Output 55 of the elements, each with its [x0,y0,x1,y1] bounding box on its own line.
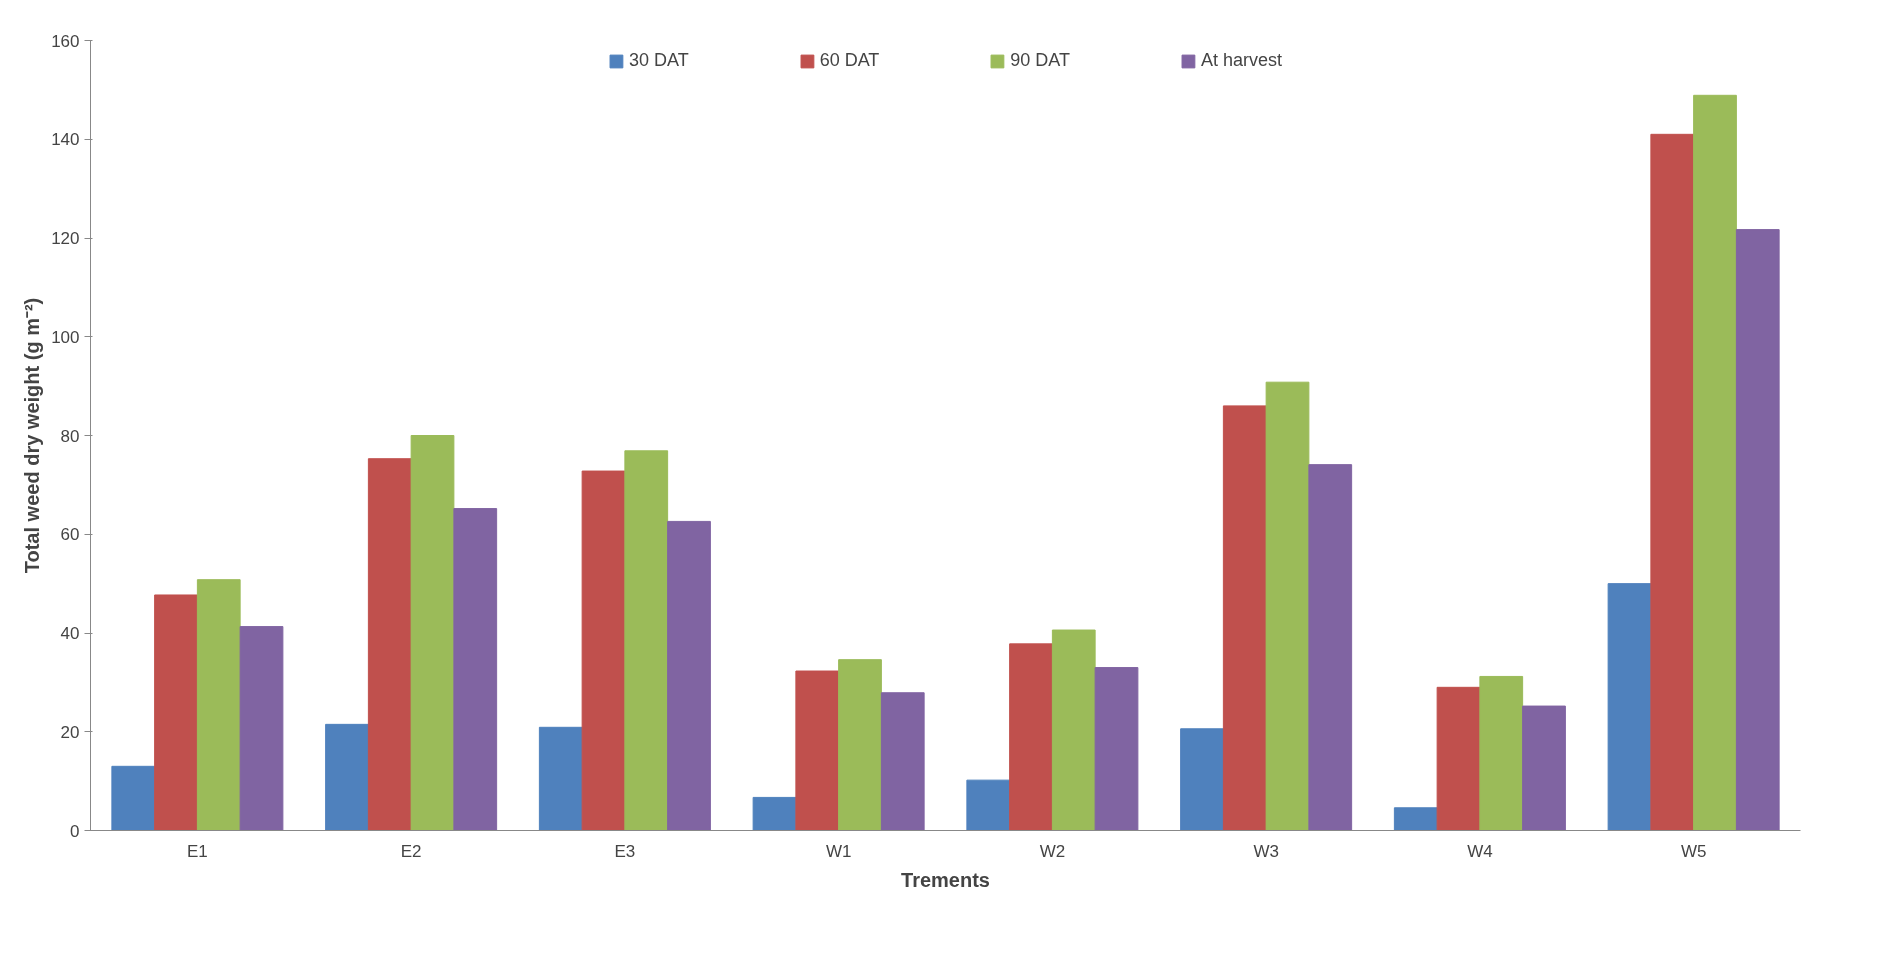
legend-label: 60 DAT [819,50,880,71]
y-tick-label: 20 [60,722,80,742]
bar [880,692,925,831]
bar [667,520,711,831]
bar [1735,229,1780,831]
y-tick-label: 120 [51,229,80,248]
x-tick-label: W1 [825,841,852,861]
bar [410,435,455,831]
legend-label: At harvest [1201,50,1283,71]
x-tick-label: W4 [1467,841,1493,861]
x-tick-label: W3 [1253,841,1279,861]
bar [1522,705,1566,831]
bar [581,470,626,831]
bar [1051,629,1096,831]
y-tick-label: 140 [51,130,80,150]
bar [838,659,882,831]
bar [239,626,284,831]
bar [111,765,156,831]
bar [1607,583,1652,831]
y-tick-label: 80 [60,426,80,446]
legend-label: 30 DAT [628,50,689,71]
x-tick-label: E3 [614,841,636,861]
bar [1094,667,1139,831]
bar [795,670,840,831]
bar [538,726,583,831]
x-tick-label: E1 [186,841,208,861]
bar [1222,405,1267,831]
bar [752,796,797,831]
y-tick-label: 160 [51,31,80,51]
bar [325,723,369,831]
x-axis-title: Trements [901,868,990,891]
bar [966,779,1011,831]
bar [1265,381,1310,831]
bar [1393,807,1438,831]
x-tick-label: W5 [1680,841,1707,861]
bar [1479,675,1524,831]
bar [1308,464,1353,831]
bar [1693,94,1737,831]
bar [1180,728,1224,831]
bar [196,579,241,831]
legend-label: 90 DAT [1010,50,1071,71]
y-axis-title: Total weed dry weight (g m⁻²) [21,297,44,574]
bar [367,458,412,831]
bar [624,450,669,831]
bar [1009,643,1053,831]
x-tick-label: W2 [1039,841,1066,861]
x-tick-label: E2 [400,841,422,861]
y-tick-label: 40 [60,624,80,643]
y-tick-label: 0 [70,821,80,841]
bar [453,508,498,831]
bar [1436,686,1481,831]
bar [1650,133,1695,831]
bar [154,594,198,831]
y-tick-label: 100 [51,327,80,347]
y-tick-label: 60 [60,525,80,545]
